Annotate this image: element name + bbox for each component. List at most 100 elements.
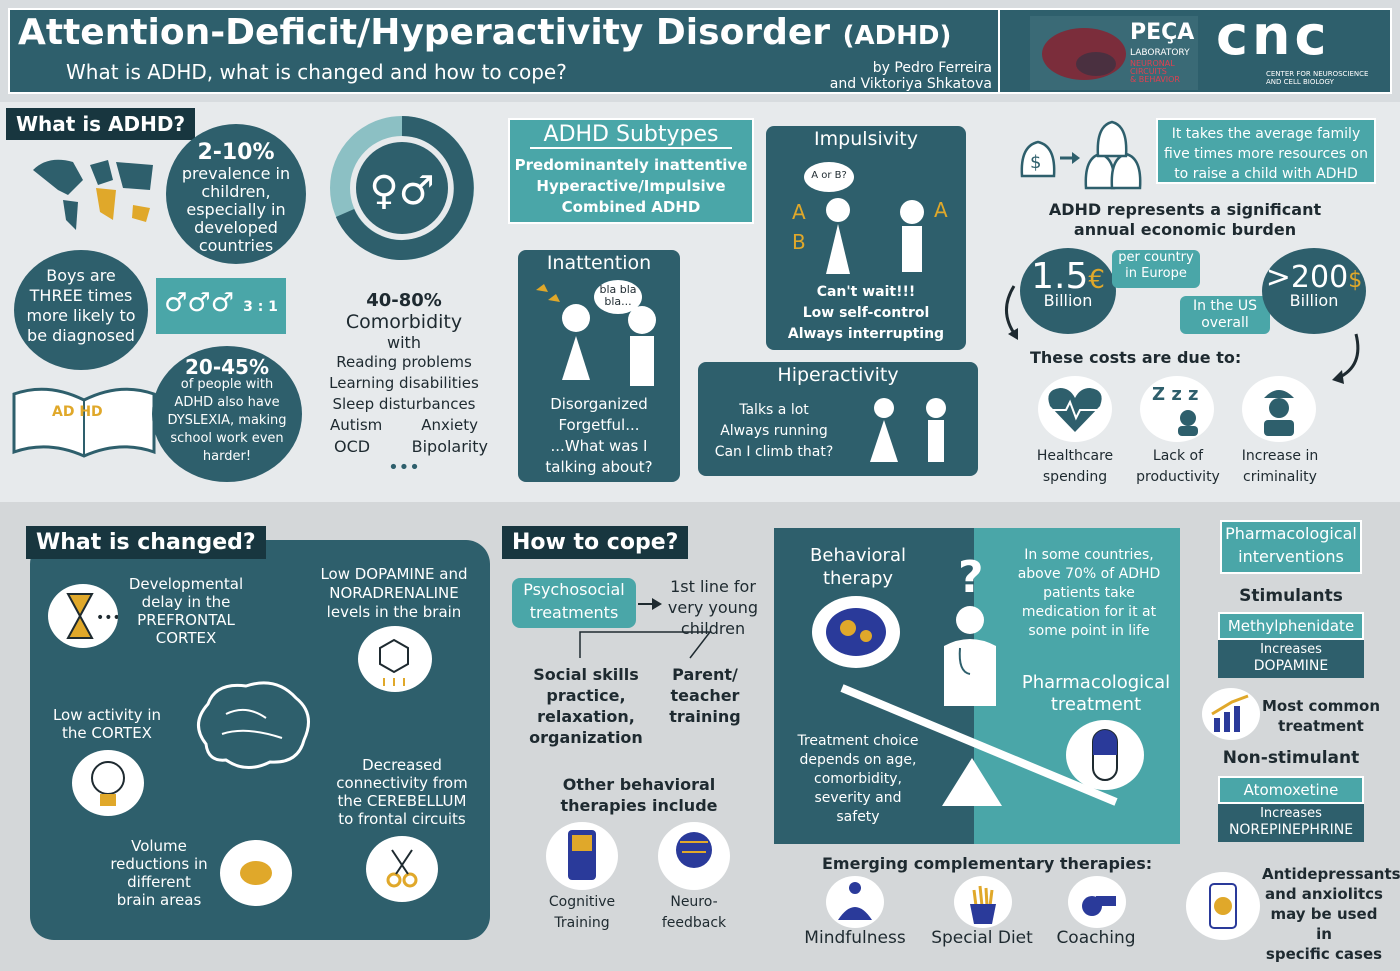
subtype-item: Combined ADHD — [561, 198, 701, 216]
therapy-mindfulness: Mindfulness — [804, 928, 906, 948]
cog-line: Training — [554, 915, 610, 931]
meditation-icon — [826, 876, 884, 928]
comorb-pct: 40-80% — [366, 290, 442, 311]
comorb-list: Reading problems Learning disabilities S… — [320, 352, 488, 478]
subtype-item: Predominantely inattentive — [514, 156, 748, 174]
cnc-sub-1: CENTER FOR NEUROSCIENCE — [1266, 70, 1369, 78]
cost-healthcare: Healthcare spending — [1030, 446, 1120, 488]
lab-tags: NEURONAL CIRCUITS & BEHAVIOR — [1130, 60, 1180, 84]
inc-line: Increases — [1260, 806, 1322, 821]
anti-line: Antidepressants — [1262, 865, 1400, 883]
euro-sign: € — [1088, 265, 1105, 295]
heart-icon — [1038, 376, 1112, 442]
par-line: Parent/ — [672, 665, 738, 684]
capsule-icon — [1066, 720, 1144, 790]
inattention-text: Disorganized Forgetful... ...What was I tal… — [518, 394, 680, 478]
hiper-text: Talks a lot Always running Can I climb tha… — [706, 400, 842, 463]
pharm-line: treatment — [1050, 694, 1142, 715]
first-line: very young — [667, 598, 759, 617]
par-line: training — [669, 707, 741, 726]
first-line: children — [680, 619, 746, 638]
dyslexia-circle: 20-45% of people with ADHD also have DYSLE… — [152, 346, 302, 482]
treatment-choice-text: Treatment choice depends on age, comorbidi… — [786, 732, 930, 827]
cognitive-label: Cognitive Training — [540, 892, 624, 934]
dev-line: CORTEX — [155, 629, 217, 647]
world-map-icon — [33, 159, 153, 230]
some-line: some point in life — [1028, 623, 1150, 639]
brain-outline-icon — [197, 681, 310, 769]
burden-text: ADHD represents a significant annual econ… — [1040, 200, 1330, 240]
atomoxetine-label: Atomoxetine — [1218, 776, 1364, 804]
dollar-sign: $ — [1348, 268, 1363, 293]
peca-lab-logo: PEÇA LABORATORY NEURONAL CIRCUITS & BEHAVI… — [1030, 16, 1198, 90]
arrow-right-icon — [638, 598, 662, 610]
hiper-line: Can I climb that? — [714, 444, 834, 460]
some-line: In some countries, — [1024, 547, 1154, 563]
comorb-item: Learning disabilities — [329, 374, 479, 392]
comorbidity-block: 40-80% Comorbidity with Reading problems… — [320, 290, 488, 478]
comorb-item: Sleep disturbances — [332, 395, 476, 413]
eu-note-line: in Europe — [1125, 266, 1187, 281]
svg-text:$: $ — [1030, 152, 1041, 173]
gameboy-icon — [546, 822, 618, 890]
soc-line: relaxation, — [537, 707, 635, 726]
imp-line: Always interrupting — [787, 326, 945, 342]
first-line: 1st line for — [670, 577, 756, 596]
therapy-coaching: Coaching — [1056, 928, 1136, 948]
choice-line: safety — [836, 809, 880, 825]
lightbulb-icon — [72, 750, 144, 816]
cnc-sub: CENTER FOR NEUROSCIENCE AND CELL BIOLOGY — [1266, 70, 1368, 86]
dyslexia-pct: 20-45% — [184, 355, 269, 379]
branch-lines — [579, 631, 712, 659]
shrinking-brain-icon — [220, 840, 292, 906]
dopamine-molecule-icon — [358, 626, 432, 692]
some-line: above 70% of ADHD — [1017, 566, 1161, 582]
hiperactivity-title: Hiperactivity — [777, 364, 899, 386]
boys-figures-icon: ♂♂♂ — [164, 288, 235, 318]
costs-due-label: These costs are due to: — [1030, 348, 1242, 367]
pharmacological-half — [974, 528, 1180, 844]
two-kids-choosing-icon — [826, 198, 924, 274]
dys-line-1: of people with — [180, 377, 274, 392]
lab-sub: LABORATORY — [1130, 48, 1190, 58]
us-note-line: In the US — [1192, 298, 1257, 314]
comorb-title: Comorbidity — [345, 311, 463, 333]
emerging-title: Emerging complementary therapies: — [822, 854, 1153, 873]
boys-ratio-panel: ♂♂♂ 3 : 1 — [156, 278, 286, 334]
prev-line-5: countries — [198, 236, 274, 255]
imp-line: Low self-control — [802, 305, 930, 321]
some-line: medication for it at — [1021, 604, 1157, 620]
neu-line: feedback — [661, 915, 727, 931]
pharma-title-box: Pharmacological interventions — [1220, 520, 1362, 574]
choice-line: severity and — [814, 790, 902, 806]
low-line: the CORTEX — [62, 724, 152, 742]
behavioral-half — [774, 528, 974, 844]
inattention-card: Inattention bla bla bla... Disorganized F… — [518, 250, 680, 482]
boys-line-1: Boys are — [46, 266, 116, 285]
neurofeedback-label: Neuro-feedback — [652, 892, 736, 934]
comorbidity-donut-chart: ♀♂ — [330, 116, 474, 260]
prevalence-circle: 2-10% prevalence in children, especially i… — [166, 124, 306, 264]
two-kids-talking-icon — [536, 284, 656, 386]
burden-line: annual economic burden — [1073, 220, 1297, 239]
therapy-diet: Special Diet — [931, 928, 1033, 948]
inc-line: DOPAMINE — [1253, 658, 1329, 674]
psy-line: treatments — [529, 603, 619, 622]
dec-line: connectivity from — [336, 774, 468, 792]
impulsivity-text: Can't wait!!! Low self-control Always inte… — [766, 282, 966, 345]
imp-line: Can't wait!!! — [816, 284, 916, 300]
other-therapies-text: Other behavioral therapies include — [554, 774, 724, 816]
boys-line-4: be diagnosed — [27, 326, 135, 345]
dec-line: to frontal circuits — [338, 810, 466, 828]
cost-label: Lack of — [1152, 448, 1204, 464]
social-skills-text: Social skills practice, relaxation, organiz… — [526, 664, 646, 748]
norepinephrine-increase: Increases NOREPINEPHRINE — [1218, 804, 1364, 842]
beh-line: Behavioral — [810, 545, 906, 566]
header-banner: Attention-Deficit/Hyperactivity Disorder… — [8, 4, 1392, 94]
choice-line: Treatment choice — [797, 733, 919, 749]
common-line: Most common — [1262, 697, 1380, 715]
pharma-title-line: Pharmacological — [1225, 524, 1357, 543]
cost-label: spending — [1042, 469, 1108, 485]
prev-line-4: developed — [194, 218, 278, 237]
dev-delay-text: Developmental delay in the PREFRONTAL CORTE… — [120, 575, 252, 647]
